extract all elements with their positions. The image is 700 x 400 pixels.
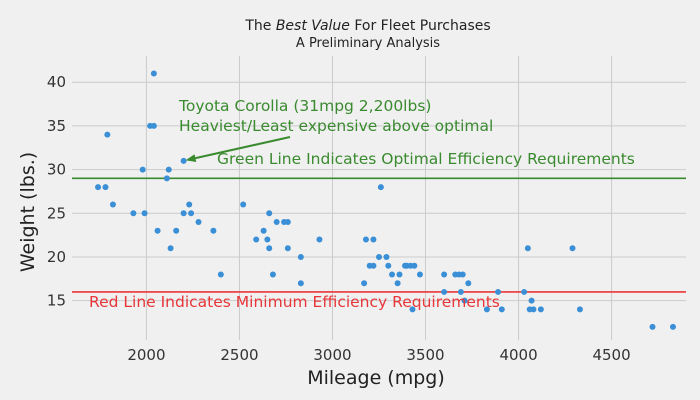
data-point xyxy=(264,236,271,243)
data-point xyxy=(377,184,384,191)
data-point xyxy=(273,219,280,226)
data-point xyxy=(104,131,111,138)
data-point xyxy=(416,271,423,278)
data-point xyxy=(297,253,304,260)
y-tick-labels: 15 20 25 30 35 40 xyxy=(47,73,66,309)
data-point xyxy=(461,297,468,304)
data-point xyxy=(457,288,464,295)
data-point xyxy=(173,227,180,234)
green-line-label: Green Line Indicates Optimal Efficiency … xyxy=(217,150,635,168)
grid-lines xyxy=(72,56,686,340)
x-tick-label: 4500 xyxy=(592,346,630,364)
chart-title: The Best Value For Fleet Purchases xyxy=(244,18,490,34)
data-point xyxy=(524,245,531,252)
data-point xyxy=(459,271,466,278)
data-point xyxy=(180,157,187,164)
data-point xyxy=(483,306,490,313)
data-point xyxy=(465,280,472,287)
data-point xyxy=(210,227,217,234)
x-tick-labels: 2000 2500 3000 3500 4000 4500 xyxy=(127,346,630,364)
data-point xyxy=(362,236,369,243)
data-point xyxy=(163,175,170,182)
data-point xyxy=(284,219,291,226)
red-line-label: Red Line Indicates Minimum Efficiency Re… xyxy=(89,293,500,311)
x-tick-label: 2500 xyxy=(220,346,258,364)
data-point xyxy=(217,271,224,278)
data-point xyxy=(389,271,396,278)
corolla-arrow xyxy=(185,136,291,163)
data-points xyxy=(95,70,676,330)
data-point xyxy=(411,262,418,269)
corolla-annotation-line-1: Toyota Corolla (31mpg 2,200lbs) xyxy=(178,97,431,115)
data-point xyxy=(154,227,161,234)
data-point xyxy=(394,280,401,287)
y-tick-label: 30 xyxy=(47,161,66,179)
data-point xyxy=(284,245,291,252)
data-point xyxy=(441,288,448,295)
data-point xyxy=(370,262,377,269)
data-point xyxy=(240,201,247,208)
data-point xyxy=(569,245,576,252)
data-point xyxy=(576,306,583,313)
data-point xyxy=(165,166,172,173)
data-point xyxy=(316,236,323,243)
data-point xyxy=(186,201,193,208)
data-point xyxy=(530,306,537,313)
data-point xyxy=(495,288,502,295)
x-tick-label: 3000 xyxy=(313,346,351,364)
y-tick-label: 25 xyxy=(47,204,66,222)
data-point xyxy=(269,271,276,278)
chart-subtitle: A Preliminary Analysis xyxy=(296,36,440,51)
data-point xyxy=(266,210,273,217)
data-point xyxy=(102,184,109,191)
data-point xyxy=(409,306,416,313)
data-point xyxy=(109,201,116,208)
y-axis-label: Weight (lbs.) xyxy=(17,152,39,272)
data-point xyxy=(266,245,273,252)
data-point xyxy=(253,236,260,243)
corolla-annotation-line-2: Heaviest/Least expensive above optimal xyxy=(179,117,493,135)
x-axis-label: Mileage (mpg) xyxy=(307,367,445,389)
x-tick-label: 3500 xyxy=(406,346,444,364)
data-point xyxy=(150,70,157,77)
data-point xyxy=(195,219,202,226)
data-point xyxy=(385,262,392,269)
data-point xyxy=(180,210,187,217)
y-tick-label: 35 xyxy=(47,117,66,135)
data-point xyxy=(361,280,368,287)
data-point xyxy=(383,253,390,260)
data-point xyxy=(141,210,148,217)
data-point xyxy=(498,306,505,313)
data-point xyxy=(260,227,267,234)
y-tick-label: 20 xyxy=(47,248,66,266)
reference-lines xyxy=(72,177,686,293)
y-tick-label: 40 xyxy=(47,73,66,91)
y-tick-label: 15 xyxy=(47,292,66,310)
data-point xyxy=(139,166,146,173)
x-tick-label: 4000 xyxy=(499,346,537,364)
data-point xyxy=(188,210,195,217)
data-point xyxy=(537,306,544,313)
data-point xyxy=(150,122,157,129)
data-point xyxy=(130,210,137,217)
data-point xyxy=(528,297,535,304)
data-point xyxy=(95,184,102,191)
data-point xyxy=(441,271,448,278)
data-point xyxy=(396,271,403,278)
data-point xyxy=(669,323,676,330)
data-point xyxy=(649,323,656,330)
data-point xyxy=(167,245,174,252)
x-tick-label: 2000 xyxy=(127,346,165,364)
data-point xyxy=(370,236,377,243)
data-point xyxy=(297,280,304,287)
data-point xyxy=(376,253,382,260)
data-point xyxy=(521,288,528,295)
